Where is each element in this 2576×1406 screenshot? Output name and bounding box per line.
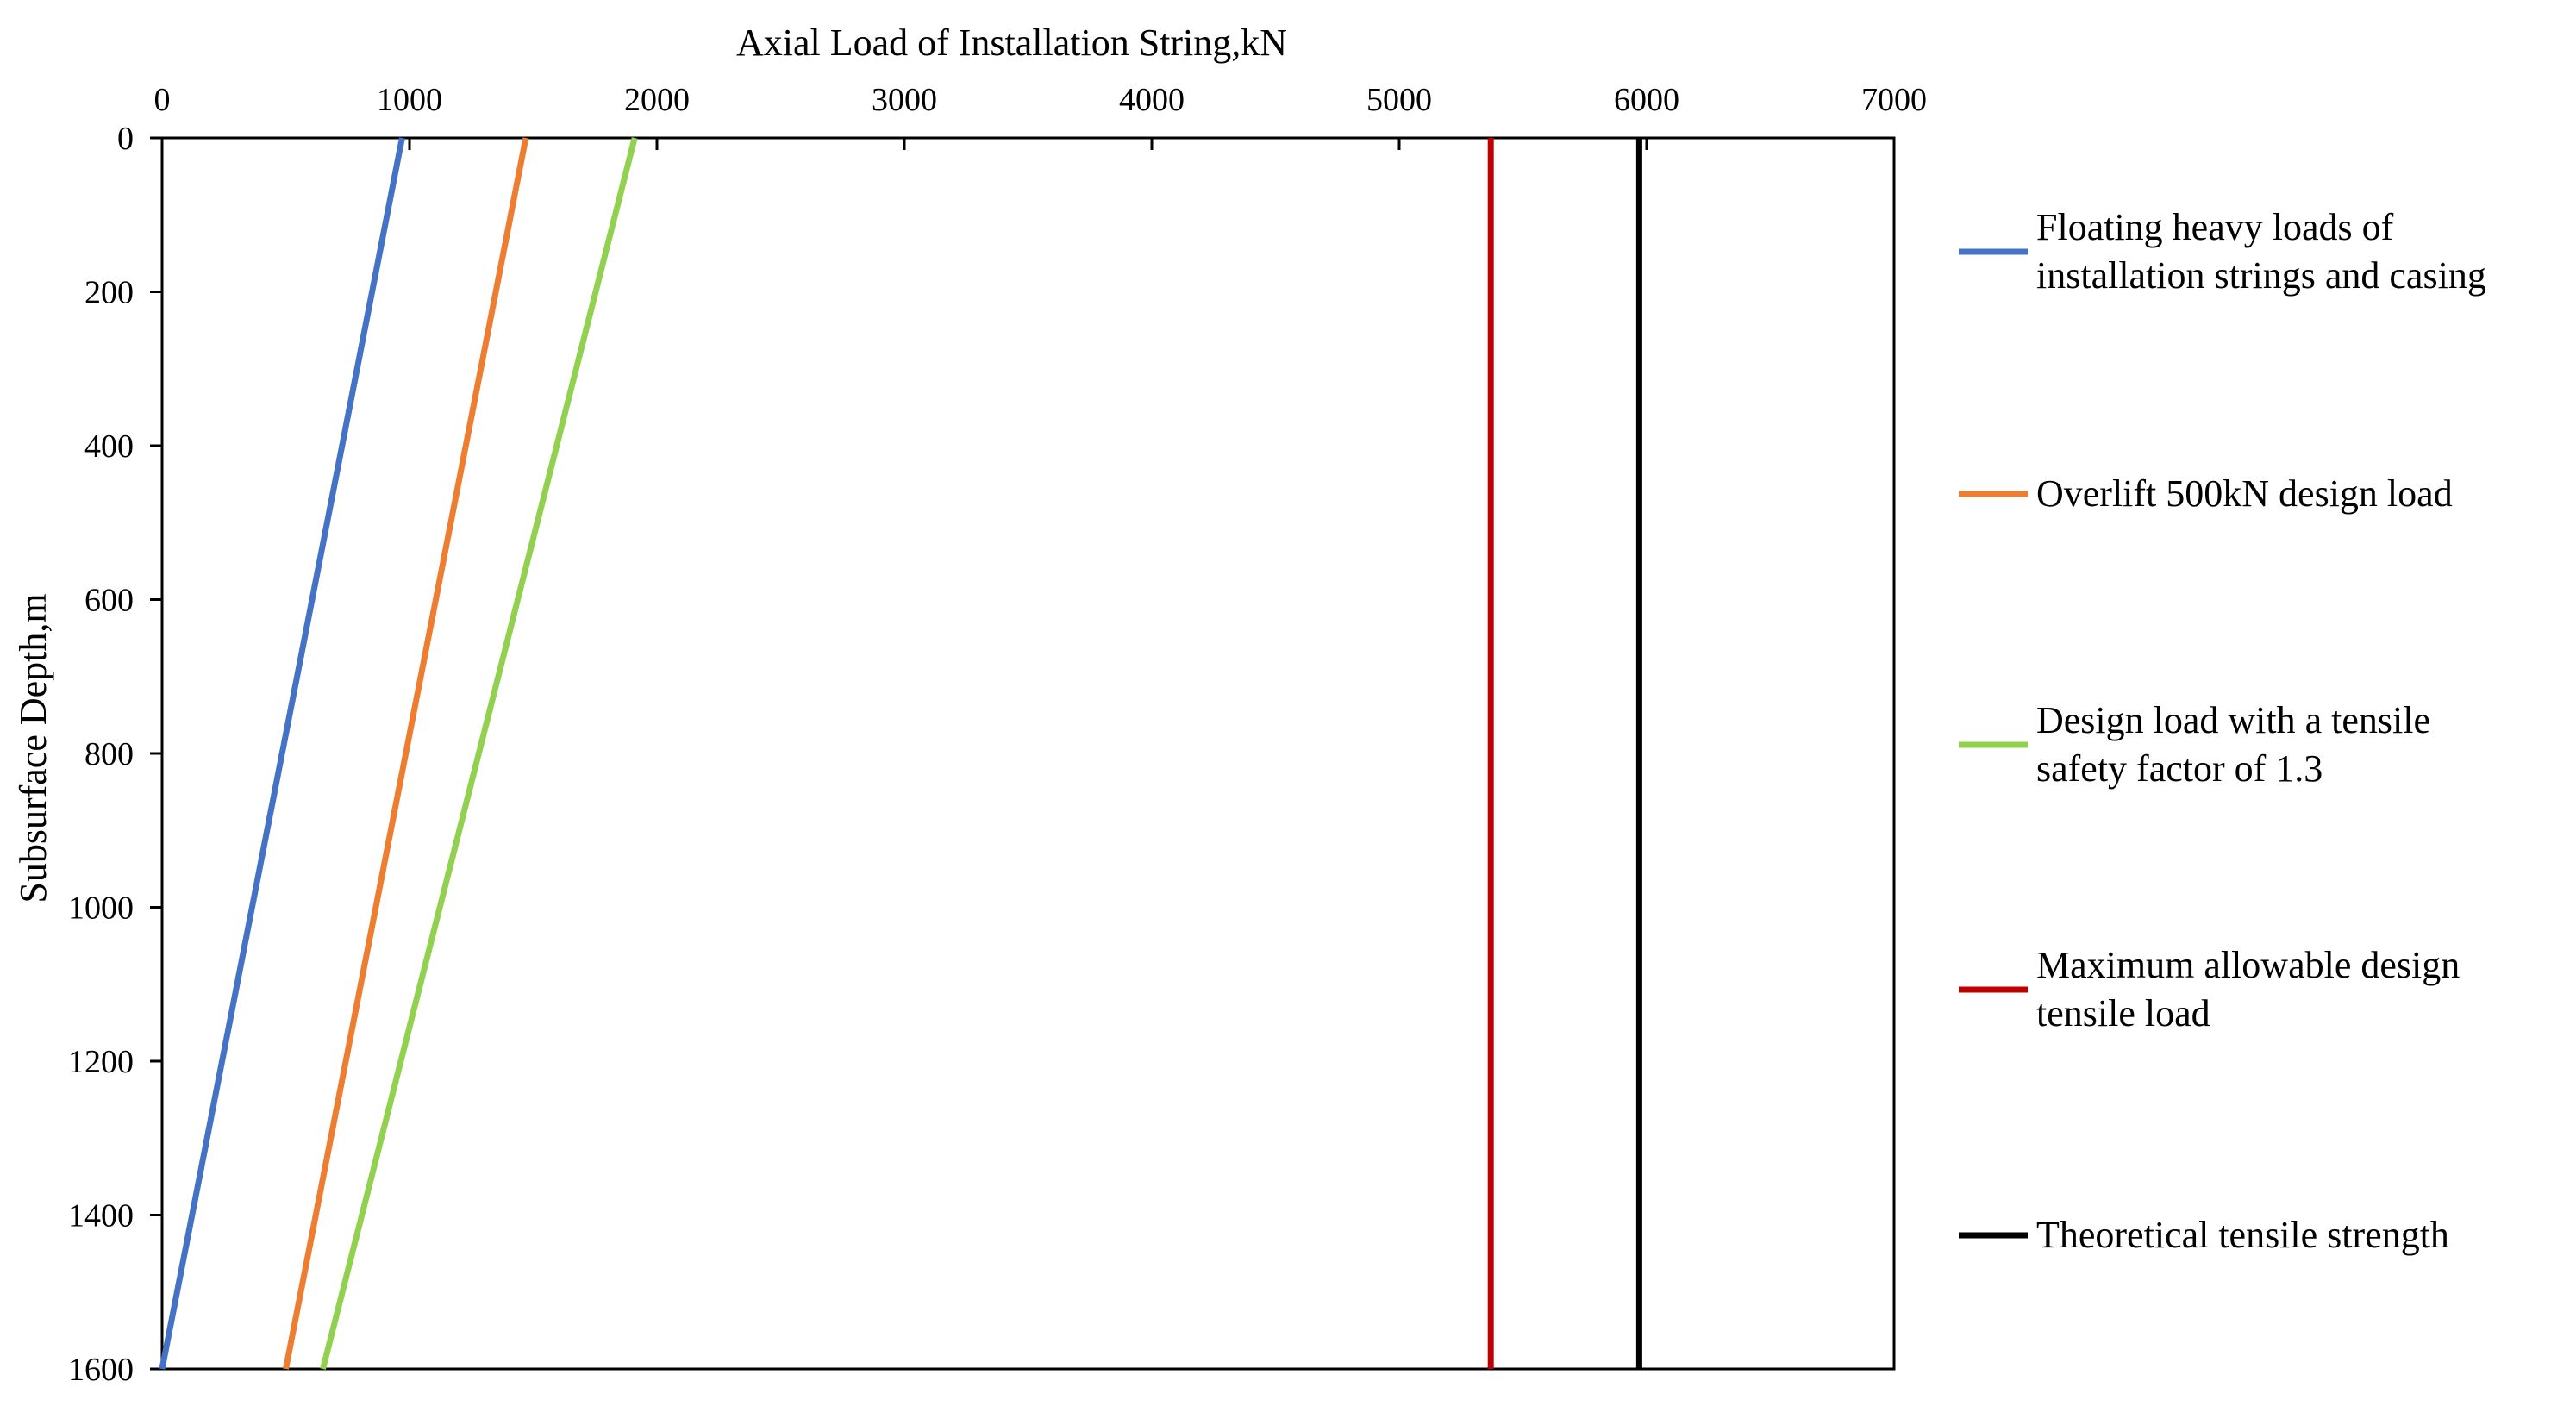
x-tick-label: 3000 — [872, 82, 937, 118]
y-tick-label: 1000 — [68, 890, 134, 927]
x-tick-label: 7000 — [1861, 82, 1927, 118]
legend-item: Floating heavy loads of installation stri… — [1959, 206, 2486, 297]
legend-item: Maximum allowable design tensile load — [1959, 944, 2460, 1034]
x-tick-label: 2000 — [624, 82, 690, 118]
legend-label: Floating heavy loads of — [2036, 206, 2394, 248]
y-axis-title: Subsurface Depth,m — [12, 593, 54, 903]
series-group — [159, 137, 1642, 1370]
series-line — [159, 137, 405, 1370]
series-line — [320, 137, 638, 1370]
legend-item: Theoretical tensile strength — [1959, 1214, 2449, 1256]
y-tick-label: 1400 — [68, 1198, 134, 1234]
legend-item: Design load with a tensile safety factor … — [1959, 699, 2430, 790]
x-tick-label: 6000 — [1614, 82, 1679, 118]
legend-label: installation strings and casing — [2036, 254, 2486, 297]
y-tick-label: 400 — [84, 428, 134, 465]
plot-frame — [160, 136, 1896, 1371]
y-tick-label: 0 — [117, 121, 134, 157]
legend-label: Maximum allowable design — [2036, 944, 2460, 986]
y-tick-label: 600 — [84, 583, 134, 619]
legend-label: Theoretical tensile strength — [2036, 1214, 2449, 1256]
axes: 0 1000 2000 3000 4000 5000 6000 7000 0 200 400 600 8… — [68, 82, 1927, 1388]
legend: Floating heavy loads of installation stri… — [1959, 206, 2486, 1256]
legend-item: Overlift 500kN design load — [1959, 472, 2453, 515]
plot-area — [160, 136, 1896, 1371]
legend-label: tensile load — [2036, 992, 2210, 1034]
y-tick-label: 1600 — [68, 1352, 134, 1388]
x-axis-title: Axial Load of Installation String,kN — [736, 22, 1287, 64]
y-tick-label: 1200 — [68, 1044, 134, 1080]
x-tick-label: 1000 — [377, 82, 442, 118]
x-tick-label: 0 — [154, 82, 171, 118]
y-tick-label: 200 — [84, 275, 134, 311]
legend-label: Overlift 500kN design load — [2036, 472, 2453, 515]
y-tick-label: 800 — [84, 736, 134, 772]
legend-label: Design load with a tensile — [2036, 699, 2430, 741]
series-line — [283, 137, 529, 1370]
x-tick-label: 5000 — [1366, 82, 1432, 118]
legend-label: safety factor of 1.3 — [2036, 747, 2323, 790]
x-tick-label: 4000 — [1119, 82, 1185, 118]
